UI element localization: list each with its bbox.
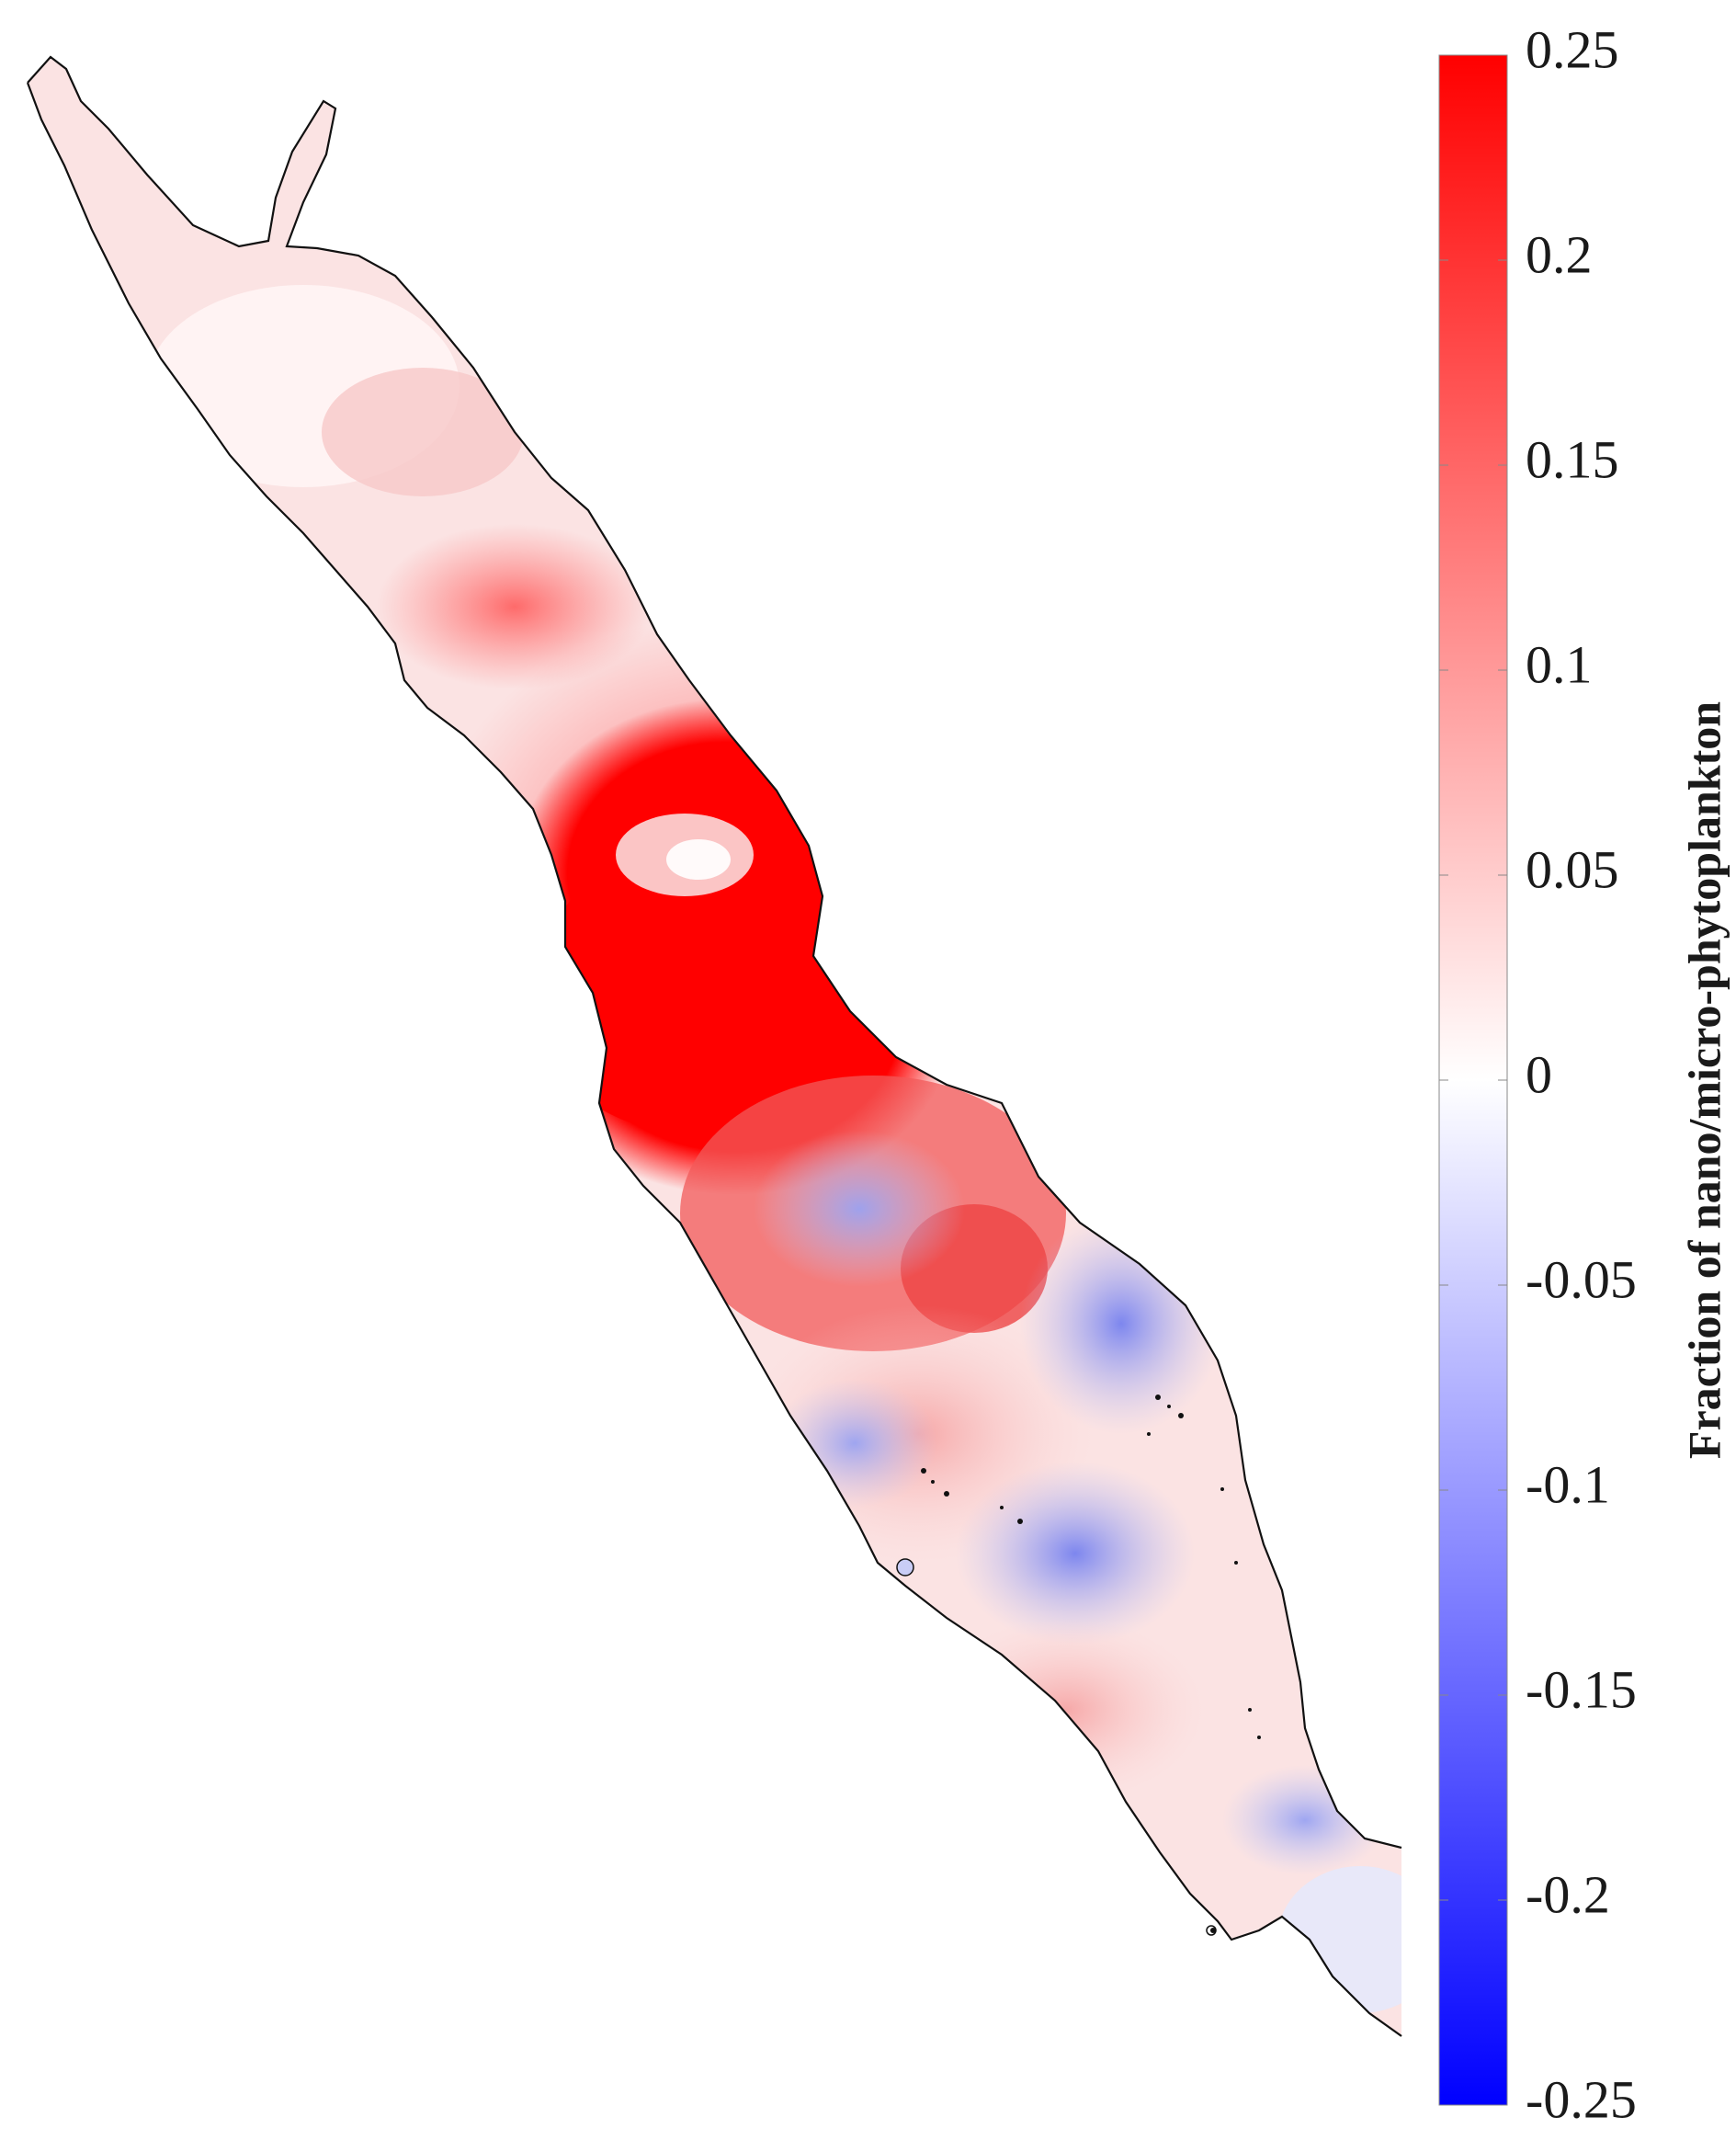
sea-map	[26, 55, 1402, 2037]
cool-eddy	[754, 1131, 965, 1287]
colorbar: 0.25 0.2 0.15 0.1 0.05 0 -0.05 -0.1 -0.15 -0.2 -0.…	[1438, 19, 1730, 2129]
south-pink-lower	[928, 1618, 1204, 1802]
south-blue-east	[1020, 1213, 1222, 1434]
small-island	[1206, 1925, 1217, 1936]
colorbar-gradient	[1438, 54, 1508, 2106]
colorbar-tick-label: -0.1	[1526, 1454, 1610, 1514]
colorbar-ticks: 0.25 0.2 0.15 0.1 0.05 0 -0.05 -0.1 -0.15 -0.2 -0.…	[1439, 19, 1637, 2129]
strait-blue	[1222, 1765, 1388, 1875]
small-island	[896, 1558, 914, 1577]
colorbar-tick-label: 0.1	[1526, 634, 1593, 694]
north-pink-swirl	[322, 368, 524, 496]
colorbar-tick-label: -0.05	[1526, 1249, 1637, 1309]
colorbar-tick-label: 0.2	[1526, 224, 1593, 284]
colorbar-tick-label: 0.05	[1526, 839, 1619, 899]
pale-eddy-center	[666, 839, 731, 880]
south-blue-mid	[956, 1462, 1195, 1645]
central-hot-core-mid	[533, 855, 827, 1131]
colorbar-tick-label: -0.25	[1526, 2069, 1637, 2129]
outlet-pale-blue	[1277, 1866, 1401, 2013]
colorbar-tick-label: 0	[1526, 1044, 1552, 1104]
colorbar-tick-label: -0.2	[1526, 1864, 1610, 1924]
south-blue-west	[772, 1379, 937, 1508]
colorbar-title: Fraction of nano/micro-phytoplankton	[1678, 701, 1730, 1459]
colorbar-tick-label: -0.15	[1526, 1659, 1637, 1719]
colorbar-tick-label: 0.25	[1526, 19, 1619, 79]
coastline	[26, 55, 1402, 2037]
colorbar-tick-label: 0.15	[1526, 429, 1619, 489]
